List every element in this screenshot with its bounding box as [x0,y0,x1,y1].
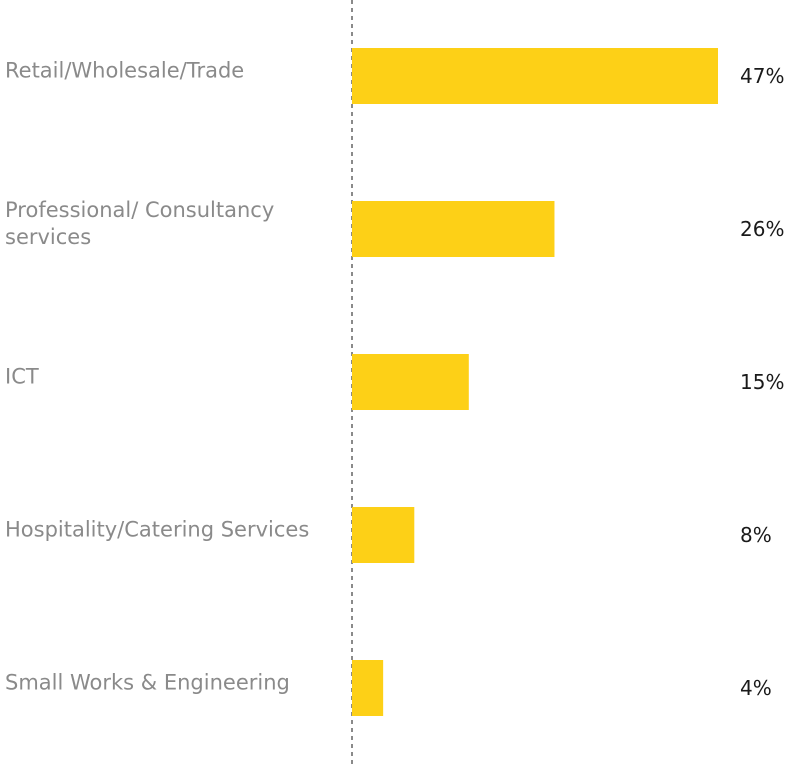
category-label: Professional/ Consultancy services [5,198,275,249]
value-label: 4% [740,676,772,700]
category-label: ICT [5,364,39,389]
value-label: 47% [740,64,785,88]
bar [352,507,415,563]
value-label: 26% [740,217,785,241]
category-label: Retail/Wholesale/Trade [5,58,245,83]
bar [352,354,469,410]
bar [352,48,718,104]
value-label: 15% [740,370,785,394]
value-label: 8% [740,523,772,547]
category-label: Small Works & Engineering [5,670,290,695]
bar [352,201,555,257]
category-label: Hospitality/Catering Services [5,517,310,542]
bar [352,660,384,716]
